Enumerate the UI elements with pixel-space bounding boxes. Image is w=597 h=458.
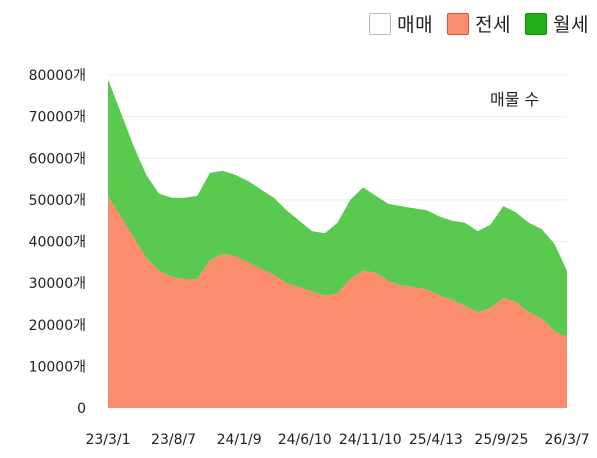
legend-swatch-monthly-rent <box>525 12 548 35</box>
y-tick-label: 50000개 <box>29 193 86 209</box>
y-tick-label: 80000개 <box>29 68 86 84</box>
area-series-jeonse <box>108 195 567 408</box>
legend-swatch-jeonse <box>447 12 470 35</box>
y-tick-label: 60000개 <box>29 151 86 167</box>
x-tick-label: 23/3/1 <box>85 432 130 448</box>
x-tick-label: 26/3/7 <box>544 432 589 448</box>
y-tick-label: 0 <box>77 401 86 417</box>
chart-legend: 매매 전세 월세 <box>369 10 589 37</box>
y-tick-label: 30000개 <box>29 276 86 292</box>
legend-item-sale[interactable]: 매매 <box>369 10 433 37</box>
y-tick-label: 70000개 <box>29 110 86 126</box>
area-series-monthly-rent <box>108 79 567 338</box>
x-tick-label: 24/6/10 <box>278 432 332 448</box>
x-tick-label: 24/1/9 <box>217 432 262 448</box>
legend-label-jeonse: 전세 <box>475 14 512 36</box>
legend-label-sale: 매매 <box>397 14 434 36</box>
x-tick-label: 24/11/10 <box>339 432 402 448</box>
x-tick-label: 25/9/25 <box>474 432 528 448</box>
legend-swatch-sale <box>369 12 392 35</box>
y-tick-label: 20000개 <box>29 318 86 334</box>
x-tick-label: 25/4/13 <box>409 432 463 448</box>
legend-item-jeonse[interactable]: 전세 <box>447 10 511 37</box>
legend-label-monthly-rent: 월세 <box>553 14 589 36</box>
chart-annotation: 매물 수 <box>490 90 540 109</box>
legend-item-monthly-rent[interactable]: 월세 <box>525 10 589 37</box>
y-tick-label: 10000개 <box>29 359 86 375</box>
x-tick-label: 23/8/7 <box>151 432 196 448</box>
y-tick-label: 40000개 <box>29 235 86 251</box>
